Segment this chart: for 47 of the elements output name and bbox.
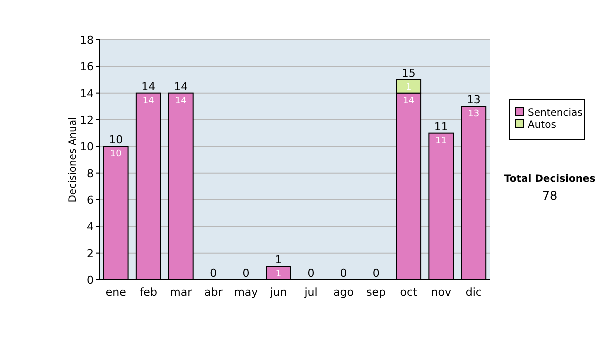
total-label: 1 xyxy=(275,254,282,267)
x-tick-label: jul xyxy=(304,286,318,299)
y-tick-label: 18 xyxy=(80,34,94,47)
total-label: 0 xyxy=(372,267,380,280)
x-tick-label: ago xyxy=(334,286,354,299)
total-label: 0 xyxy=(242,267,250,280)
data-label: 13 xyxy=(468,110,480,120)
y-tick-label: 14 xyxy=(80,87,94,100)
total-label: 10 xyxy=(109,134,124,147)
text: Total Decisiones xyxy=(504,174,596,185)
y-tick-label: 2 xyxy=(87,247,94,260)
y-axis-title: Decisiones Anual xyxy=(68,117,79,203)
y-tick-label: 0 xyxy=(87,274,94,287)
y-tick-label: 4 xyxy=(87,220,94,234)
x-tick-label: mar xyxy=(170,286,193,299)
data-label: 10 xyxy=(110,150,122,160)
x-tick-label: nov xyxy=(431,286,452,299)
x-tick-label: dic xyxy=(466,286,482,299)
legend-label: Sentencias xyxy=(528,108,583,119)
total-label: 0 xyxy=(308,267,315,280)
x-tick-label: oct xyxy=(400,286,418,299)
data-label: 1 xyxy=(406,83,412,93)
total-label: 14 xyxy=(174,80,188,94)
total-label: 0 xyxy=(210,267,218,280)
total-label: 14 xyxy=(142,80,156,94)
total-label: 0 xyxy=(340,267,348,280)
data-label: 11 xyxy=(436,136,448,146)
x-tick-label: feb xyxy=(140,286,158,299)
y-tick-label: 16 xyxy=(80,60,94,74)
x-tick-label: ene xyxy=(106,286,127,299)
y-tick-label: 10 xyxy=(80,140,94,154)
data-label: 1 xyxy=(276,270,282,280)
total-label: 11 xyxy=(434,120,448,134)
data-label: 14 xyxy=(175,96,188,106)
x-tick-label: jun xyxy=(269,286,288,299)
total-label: 13 xyxy=(466,94,481,107)
legend-label: Autos xyxy=(528,120,556,131)
y-tick-label: 6 xyxy=(87,194,94,207)
total-label: 15 xyxy=(402,67,416,80)
text: 78 xyxy=(542,189,558,203)
data-label: 14 xyxy=(403,96,415,106)
data-label: 14 xyxy=(142,96,155,106)
y-tick-label: 12 xyxy=(80,114,94,127)
x-tick-label: abr xyxy=(204,286,224,299)
x-tick-label: may xyxy=(234,286,259,299)
x-tick-label: sep xyxy=(366,286,386,299)
y-tick-label: 8 xyxy=(87,167,94,180)
